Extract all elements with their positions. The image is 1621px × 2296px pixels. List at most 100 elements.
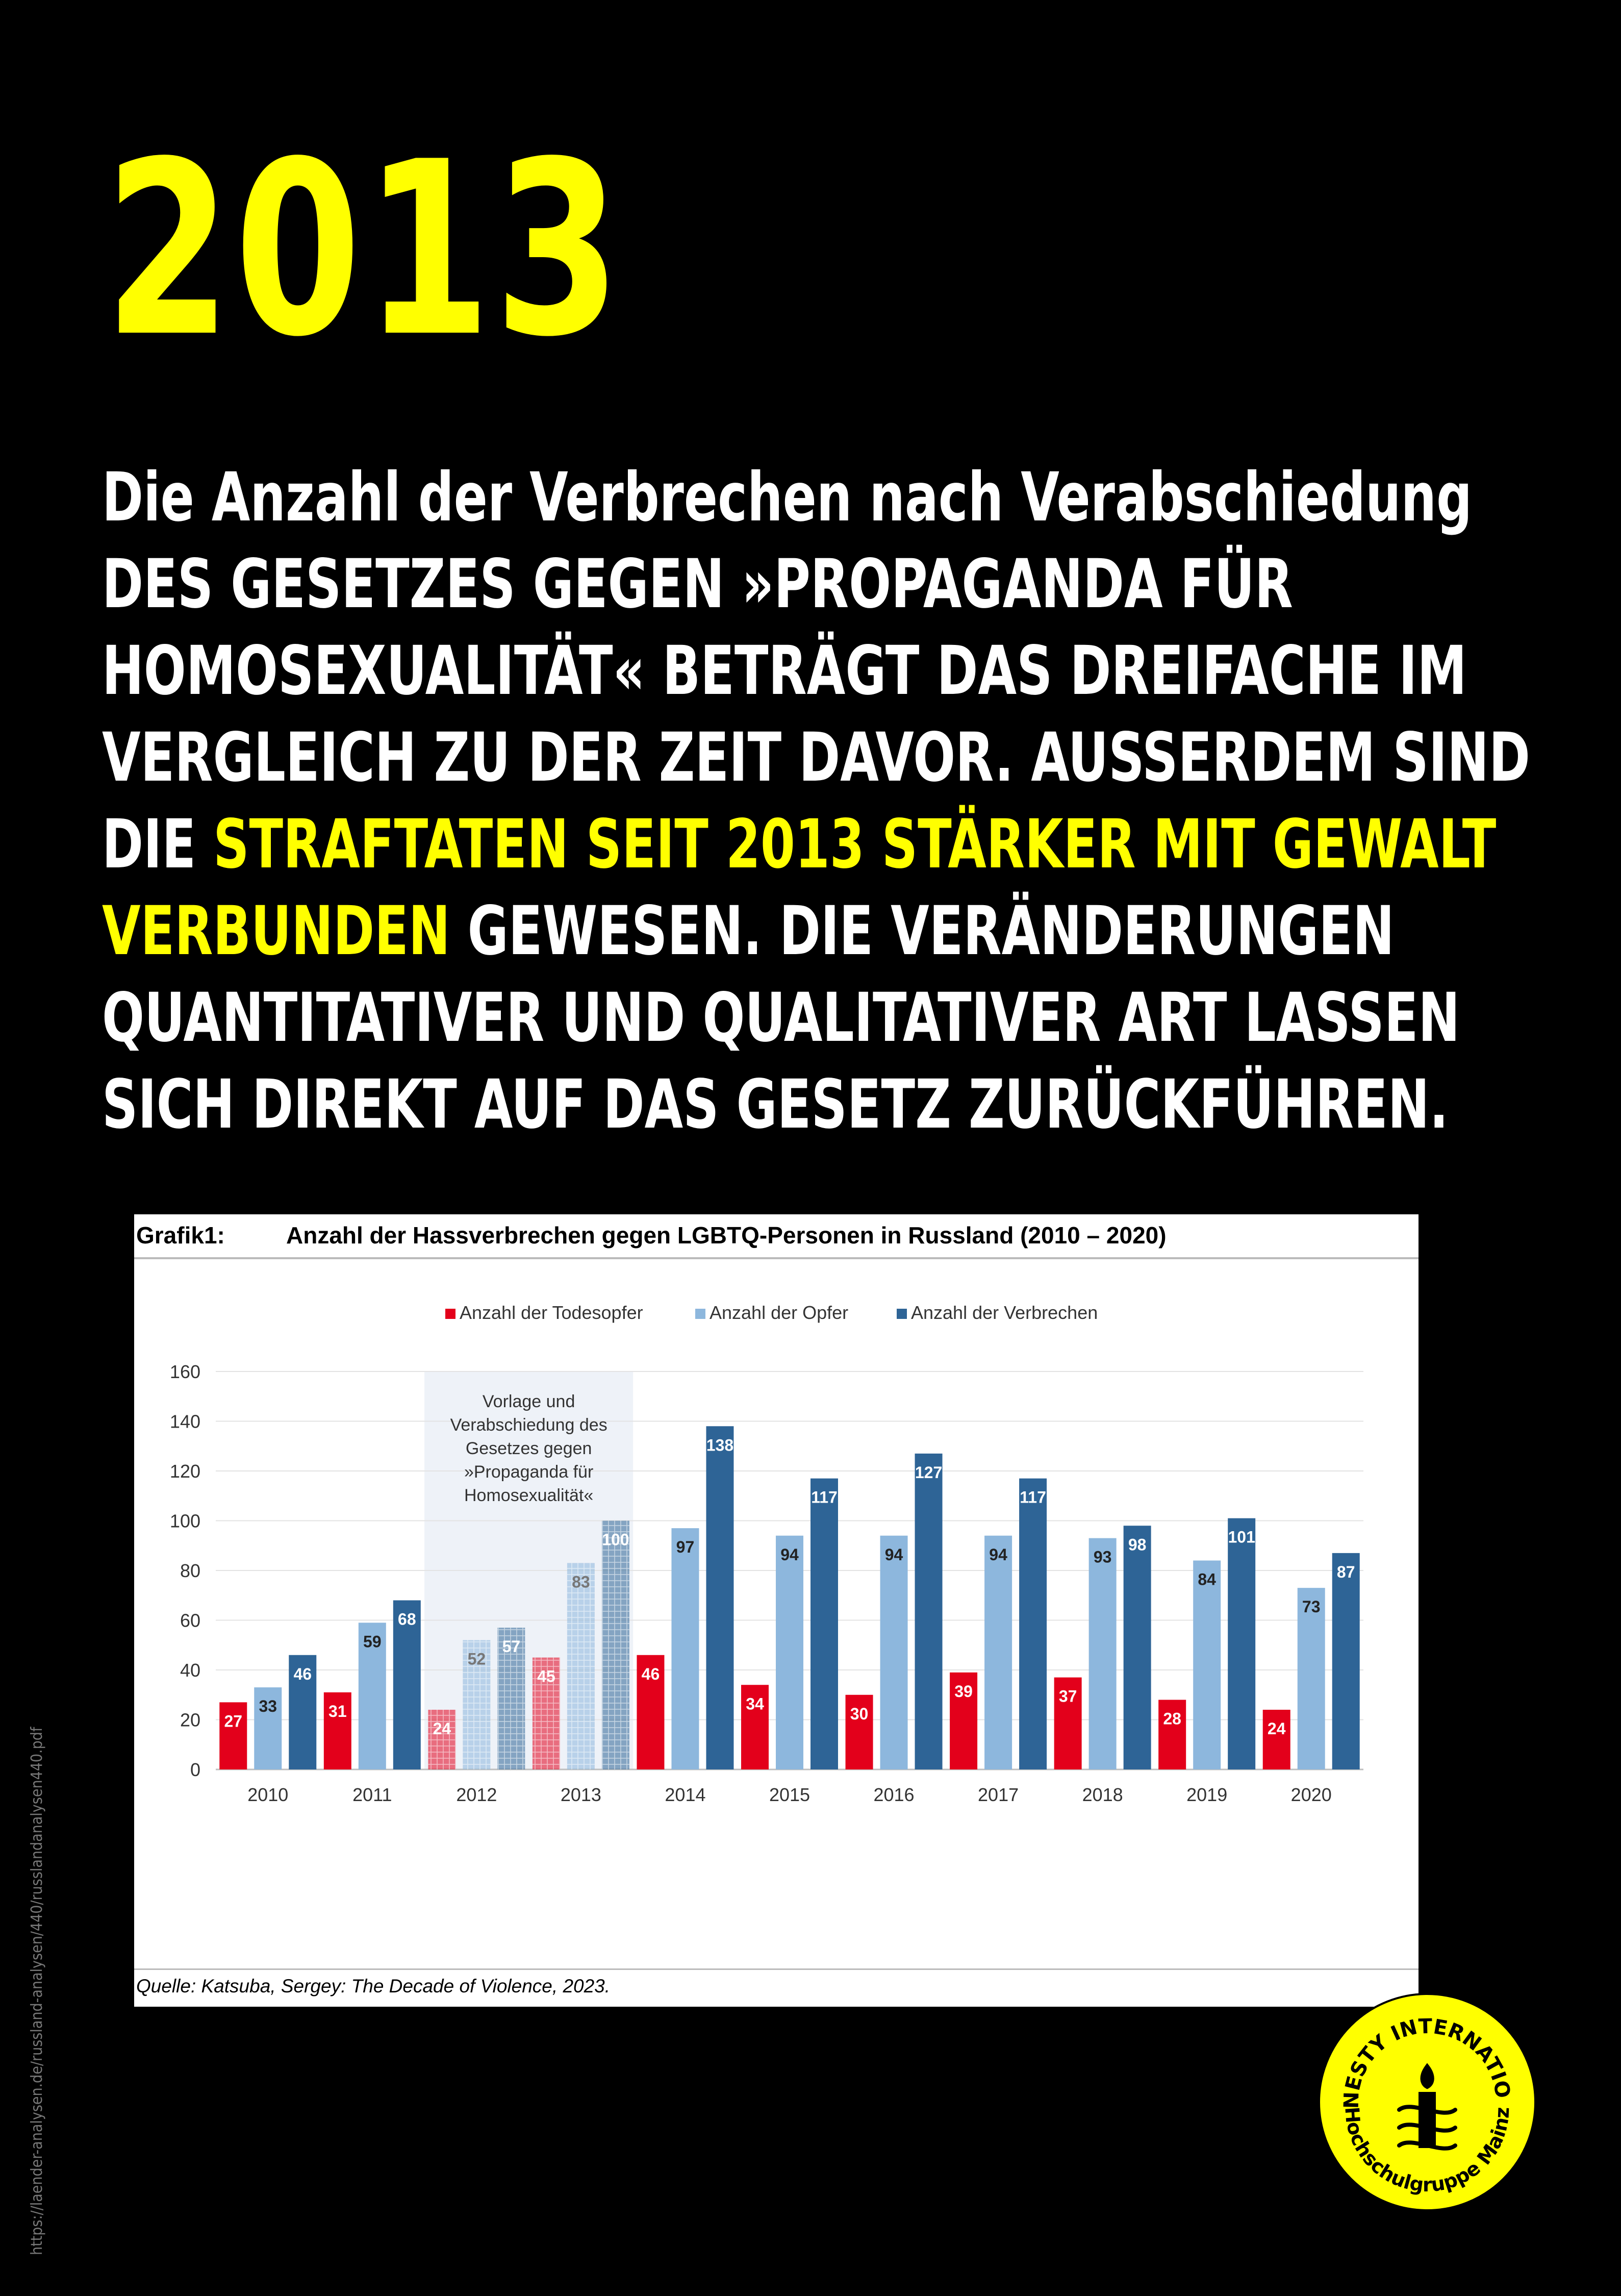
x-tick-label: 2011: [352, 1784, 392, 1805]
y-tick-label: 60: [180, 1610, 200, 1631]
x-tick-label: 2015: [769, 1784, 810, 1805]
x-tick-label: 2016: [873, 1784, 914, 1805]
legend-swatch: [695, 1309, 705, 1319]
bar: [776, 1535, 803, 1769]
bar-value-label: 68: [398, 1610, 416, 1629]
amnesty-logo: AMNESTY INTERNATIONAL Hochschulgruppe Ma…: [1315, 1990, 1536, 2211]
bar: [254, 1687, 282, 1769]
bars: [219, 1426, 1360, 1769]
bar: [1332, 1553, 1360, 1769]
legend: Anzahl der Todesopfer Anzahl der Opfer Anz…: [445, 1302, 1098, 1323]
bar-value-label: 87: [1337, 1563, 1355, 1581]
bar-value-label: 30: [850, 1705, 869, 1723]
bar-hatch: [532, 1657, 560, 1769]
bar-value-label: 52: [468, 1650, 486, 1668]
legend-swatch: [445, 1309, 455, 1319]
bar: [706, 1426, 734, 1769]
bar: [1158, 1700, 1186, 1769]
bar-value-label: 37: [1059, 1687, 1077, 1706]
headline-year: 2013: [105, 110, 624, 389]
bar-value-label: 27: [224, 1712, 242, 1730]
bar-value-label: 127: [915, 1463, 942, 1482]
y-tick-label: 20: [180, 1710, 200, 1731]
bar-hatch: [601, 1520, 629, 1769]
bar-value-label: 24: [433, 1719, 451, 1738]
bar-value-label: 117: [811, 1488, 838, 1507]
y-tick-label: 160: [170, 1361, 200, 1382]
bar: [1262, 1710, 1290, 1769]
bar: [1297, 1588, 1325, 1769]
bar-value-label: 98: [1128, 1535, 1147, 1554]
bar-value-label: 94: [885, 1545, 903, 1564]
statement-highlight: Straftaten seit 2013 stärker mit Gewalt …: [102, 805, 1497, 970]
bar-value-label: 84: [1198, 1570, 1216, 1589]
bar-hatch: [428, 1710, 456, 1769]
bar: [323, 1692, 351, 1769]
y-tick-label: 0: [190, 1759, 200, 1780]
y-axis: 0 20 40 60 80 100 120 140 160: [170, 1361, 200, 1780]
bar: [671, 1528, 699, 1769]
chart-figure: Grafik1: Anzahl der Hassverbrechen gegen…: [134, 1214, 1419, 2007]
y-tick-label: 80: [180, 1560, 200, 1581]
statement-text: Die Anzahl der Verbrechen nach Verabschi…: [102, 454, 1601, 1148]
bar-value-label: 101: [1228, 1528, 1255, 1546]
bar-value-label: 57: [502, 1637, 521, 1656]
bar-value-label: 117: [1020, 1488, 1046, 1507]
bar: [915, 1453, 943, 1769]
x-tick-label: 2012: [456, 1784, 497, 1805]
bar-value-label: 83: [572, 1573, 590, 1591]
bar: [845, 1694, 873, 1769]
statement-lead: Die Anzahl der Verbrechen nach Verabschi…: [102, 458, 1473, 537]
bar-value-label: 24: [1268, 1719, 1286, 1738]
x-tick-label: 2017: [978, 1784, 1019, 1805]
bar: [810, 1478, 838, 1769]
statement-body: des Gesetzes gegen »Propaganda für Homos…: [102, 545, 1531, 884]
bar-value-label: 73: [1302, 1598, 1321, 1616]
y-tick-label: 100: [170, 1511, 200, 1532]
candle-icon: [1397, 2063, 1457, 2151]
legend-label: Anzahl der Todesopfer: [460, 1302, 643, 1323]
bar-value-label: 100: [602, 1531, 629, 1549]
data-labels: 27 33 46 31 59 68 24 52 57 45 83 100 46 97 138 34 94 117 3…: [224, 1436, 1355, 1738]
bar: [984, 1535, 1012, 1769]
figure-footer-divider: [134, 1968, 1419, 1970]
bar-value-label: 46: [642, 1665, 660, 1683]
legend-label: Anzahl der Opfer: [710, 1302, 848, 1323]
x-axis: 2010 2011 2012 2013 2014 2015 2016 2017 2018 2019…: [247, 1784, 1332, 1805]
bar: [358, 1623, 386, 1769]
legend-swatch: [897, 1309, 907, 1319]
figure-header: Grafik1: Anzahl der Hassverbrechen gegen…: [134, 1214, 1419, 1259]
bar-value-label: 33: [259, 1697, 277, 1715]
bar-hatch: [463, 1640, 491, 1769]
x-tick-label: 2019: [1186, 1784, 1227, 1805]
bar: [1054, 1677, 1082, 1769]
bar: [880, 1535, 908, 1769]
bar-value-label: 28: [1163, 1710, 1181, 1728]
y-tick-label: 140: [170, 1411, 200, 1432]
x-tick-label: 2020: [1291, 1784, 1332, 1805]
bar-value-label: 138: [706, 1436, 733, 1454]
bar: [289, 1655, 317, 1769]
statement-ending: gewesen. Die Veränderungen quantitativer…: [102, 892, 1460, 1144]
bar: [393, 1600, 421, 1769]
bar-value-label: 31: [328, 1702, 347, 1720]
bar-value-label: 46: [293, 1665, 312, 1683]
y-tick-label: 40: [180, 1660, 200, 1681]
bar: [1228, 1518, 1256, 1769]
x-tick-label: 2018: [1082, 1784, 1123, 1805]
law-annotation: Vorlage und Verabschiedung des Gesetzes ge…: [450, 1392, 607, 1505]
figure-label: Grafik1:: [136, 1222, 225, 1249]
bar-hatch: [497, 1628, 525, 1769]
bar: [950, 1672, 978, 1769]
bar-value-label: 39: [954, 1682, 973, 1701]
bar: [219, 1702, 247, 1769]
x-tick-label: 2014: [665, 1784, 705, 1805]
bar-chart: Anzahl der Todesopfer Anzahl der Opfer Anz…: [170, 1302, 1363, 1805]
bar: [1019, 1478, 1047, 1769]
bar-value-label: 94: [989, 1545, 1007, 1564]
bar-hatch: [567, 1563, 595, 1769]
side-source-url: https://laender-analysen.de/russland-ana…: [28, 1727, 46, 2255]
figure-title: Anzahl der Hassverbrechen gegen LGBTQ-Pe…: [286, 1222, 1167, 1249]
x-tick-label: 2010: [247, 1784, 288, 1805]
bar-value-label: 34: [746, 1694, 764, 1713]
